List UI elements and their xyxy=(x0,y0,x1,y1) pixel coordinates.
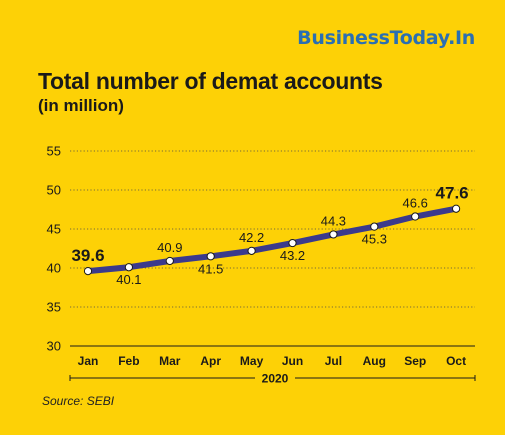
source-note: Source: SEBI xyxy=(42,394,115,408)
y-axis: 30 35 40 45 50 55 xyxy=(47,144,61,354)
data-point-apr xyxy=(206,252,215,261)
series-demat-accounts xyxy=(85,205,460,275)
y-tick-label: 30 xyxy=(47,339,61,354)
y-tick-label: 55 xyxy=(47,144,61,159)
y-tick-label: 40 xyxy=(47,261,61,276)
data-point-jun xyxy=(288,238,297,248)
data-label-feb: 40.1 xyxy=(116,272,141,287)
x-tick-label: Apr xyxy=(200,354,221,368)
data-point-sep xyxy=(411,212,420,221)
x-tick-label: Jul xyxy=(325,354,342,368)
data-label-mar: 40.9 xyxy=(157,240,182,255)
chart-title: Total number of demat accounts xyxy=(38,68,383,94)
data-label-sep: 46.6 xyxy=(403,196,428,211)
data-label-oct: 47.6 xyxy=(436,184,469,203)
x-group-label: 2020 xyxy=(262,372,289,386)
gridlines xyxy=(70,150,475,347)
y-tick-label: 50 xyxy=(47,183,61,198)
x-tick-label: Jun xyxy=(282,354,303,368)
brand-logo: BusinessToday.In xyxy=(297,27,475,49)
data-point-may xyxy=(247,246,256,255)
x-tick-label: Mar xyxy=(159,354,181,368)
data-label-aug: 45.3 xyxy=(362,232,387,247)
data-label-jul: 44.3 xyxy=(321,213,346,228)
data-point-feb xyxy=(124,263,133,272)
data-point-mar xyxy=(165,256,174,266)
data-point-aug xyxy=(370,222,379,231)
data-label-jun: 43.2 xyxy=(280,248,305,263)
data-point-jan xyxy=(83,267,93,276)
series-line xyxy=(85,205,460,275)
x-tick-label: Sep xyxy=(404,354,426,368)
data-labels: 39.6 40.1 40.9 41.5 42.2 43.2 44.3 45.3 46.6 47.6 xyxy=(71,184,468,288)
x-tick-label: May xyxy=(240,354,264,368)
y-tick-label: 35 xyxy=(47,300,61,315)
x-tick-label: Feb xyxy=(118,354,139,368)
data-label-apr: 41.5 xyxy=(198,261,223,276)
x-axis: Jan Feb Mar Apr May Jun Jul Aug Sep Oct xyxy=(78,354,466,368)
data-label-jan: 39.6 xyxy=(71,246,104,265)
chart-subtitle: (in million) xyxy=(38,96,124,115)
data-point-oct xyxy=(452,204,461,213)
y-tick-label: 45 xyxy=(47,222,61,237)
data-points xyxy=(83,204,461,276)
x-tick-label: Jan xyxy=(78,354,99,368)
data-point-jul xyxy=(329,230,338,239)
x-tick-label: Oct xyxy=(446,354,466,368)
x-tick-label: Aug xyxy=(363,354,386,368)
x-group-axis: 2020 xyxy=(69,372,476,386)
data-label-may: 42.2 xyxy=(239,230,264,245)
